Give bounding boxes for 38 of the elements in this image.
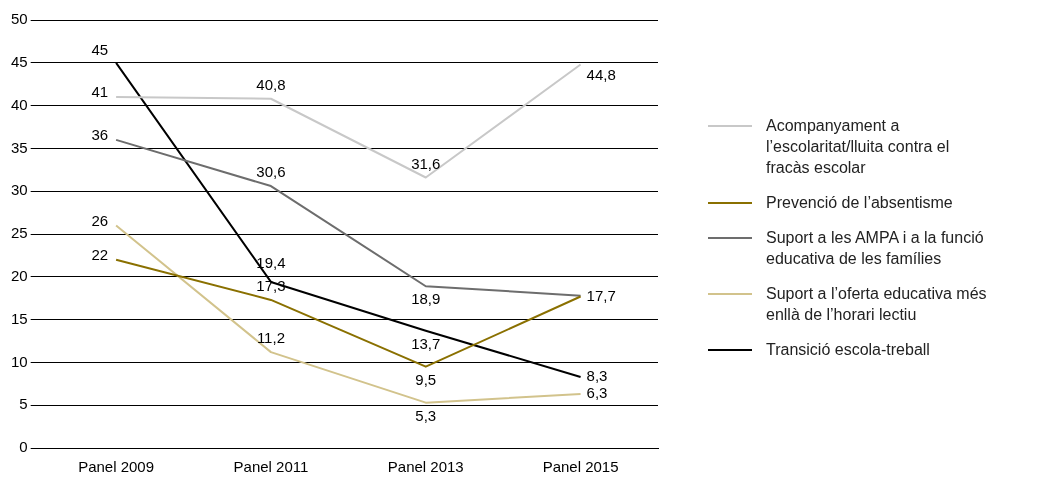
data-label: 44,8 bbox=[586, 65, 616, 83]
data-label: 5,3 bbox=[415, 406, 437, 424]
legend-label: Suport a les AMPA i a la funció educativa de les famílies bbox=[766, 227, 985, 269]
x-tick-label: Panel 2015 bbox=[542, 458, 619, 476]
data-label: 8,3 bbox=[586, 367, 608, 385]
x-tick-label: Panel 2009 bbox=[78, 458, 155, 476]
data-label: 40,8 bbox=[256, 75, 286, 93]
legend-label: Acompanyament a l’escolaritat/lluita contra el fracàs escolar bbox=[766, 115, 951, 178]
data-label: 31,6 bbox=[411, 154, 441, 172]
y-tick-label: 30 bbox=[11, 181, 28, 199]
data-label: 6,3 bbox=[586, 384, 608, 402]
data-label: 13,7 bbox=[411, 334, 441, 352]
x-tick-label: Panel 2013 bbox=[387, 458, 464, 476]
data-label: 26 bbox=[91, 211, 109, 229]
y-tick-label: 50 bbox=[11, 10, 28, 28]
y-tick-label: 20 bbox=[11, 266, 28, 284]
data-label: 17,7 bbox=[586, 286, 616, 304]
data-label: 18,9 bbox=[411, 290, 441, 308]
data-label: 11,2 bbox=[256, 329, 285, 347]
y-tick-label: 0 bbox=[19, 438, 28, 456]
y-tick-label: 5 bbox=[19, 395, 28, 413]
legend-label: Prevenció de l’absentisme bbox=[766, 192, 954, 213]
data-label: 30,6 bbox=[256, 163, 286, 181]
y-tick-label: 40 bbox=[11, 95, 28, 113]
y-tick-label: 10 bbox=[11, 352, 28, 370]
data-label: 36 bbox=[91, 125, 109, 143]
data-label: 19,4 bbox=[256, 254, 286, 272]
data-label: 41 bbox=[91, 83, 109, 101]
data-label: 22 bbox=[91, 245, 109, 263]
x-tick-label: Panel 2011 bbox=[233, 458, 309, 476]
legend-label: Suport a l’oferta educativa més enllà de l’horari lectiu bbox=[766, 283, 988, 325]
y-tick-label: 45 bbox=[11, 52, 28, 70]
legend-label: Transició escola-treball bbox=[766, 339, 931, 360]
data-label: 9,5 bbox=[415, 370, 437, 388]
y-tick-label: 35 bbox=[11, 138, 28, 156]
y-tick-label: 15 bbox=[11, 309, 28, 327]
data-label: 45 bbox=[91, 40, 109, 58]
y-tick-label: 25 bbox=[11, 224, 28, 242]
